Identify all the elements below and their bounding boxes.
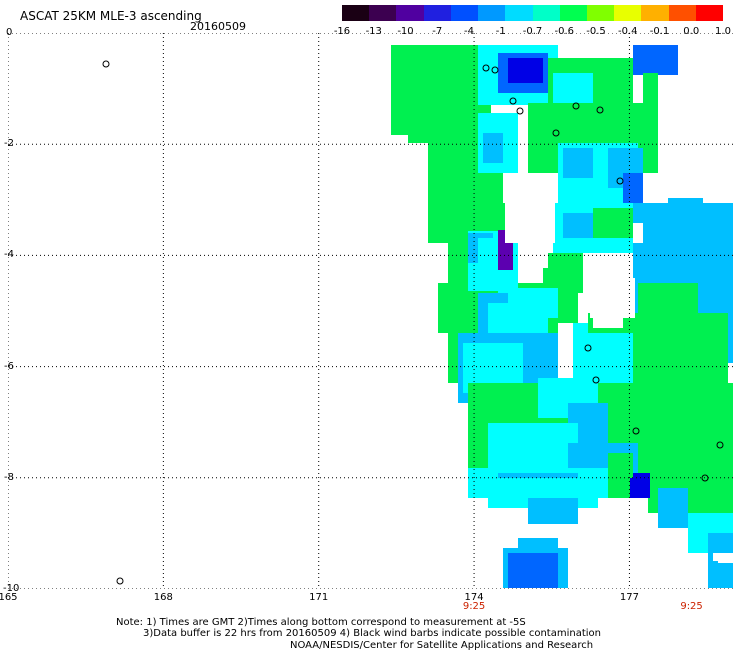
wind-cell xyxy=(668,198,703,278)
island-outline xyxy=(701,474,709,482)
colorbar-swatch xyxy=(532,5,560,21)
island-outline xyxy=(584,344,592,352)
latitude-label: -2 xyxy=(4,138,14,150)
island-outline xyxy=(716,441,724,449)
note-line-3: NOAA/NESDIS/Center for Satellite Applica… xyxy=(290,640,594,651)
wind-cell xyxy=(608,453,633,478)
latitude-label: -4 xyxy=(4,249,14,261)
wind-cell xyxy=(518,538,558,553)
colorbar-swatch xyxy=(695,5,724,21)
wind-cell xyxy=(563,213,593,238)
colorbar-label: -7 xyxy=(432,26,443,37)
latitude-label: -8 xyxy=(4,471,14,483)
colorbar-label: -10 xyxy=(397,26,414,37)
latitude-label: -6 xyxy=(4,360,14,372)
island-outline xyxy=(572,102,580,110)
island-outline xyxy=(616,177,624,185)
latitude-label: -10 xyxy=(3,583,20,594)
time-label: 9:25 xyxy=(462,601,486,612)
longitude-label: 177 xyxy=(619,592,639,603)
note-line-1: Note: 1) Times are GMT 2)Times along bot… xyxy=(116,617,526,628)
longitude-label: 168 xyxy=(153,592,173,603)
wind-cell xyxy=(488,423,578,473)
island-outline xyxy=(509,97,517,105)
colorbar-swatch xyxy=(423,5,451,21)
colorbar-label: -0.7 xyxy=(522,26,543,37)
colorbar-swatch xyxy=(614,5,642,21)
colorbar-label: -1 xyxy=(495,26,506,37)
colorbar-label: -13 xyxy=(365,26,382,37)
colorbar-swatch xyxy=(586,5,615,21)
wind-cell xyxy=(528,508,578,524)
colorbar-swatch xyxy=(641,5,669,21)
wind-cell xyxy=(658,488,688,528)
latitude-label: 0 xyxy=(6,27,13,38)
wind-cell xyxy=(508,58,543,83)
colorbar-label: 0.0 xyxy=(683,26,700,37)
data-gap xyxy=(505,203,555,243)
island-outline xyxy=(491,66,499,74)
island-outline xyxy=(632,427,640,435)
wind-cell xyxy=(633,45,678,75)
wind-cell xyxy=(563,148,593,178)
colorbar-swatch xyxy=(396,5,424,21)
colorbar-label: -0.5 xyxy=(586,26,606,37)
colorbar-swatch xyxy=(478,5,506,21)
data-gap xyxy=(713,553,733,561)
colorbar-label: -0.1 xyxy=(649,26,670,37)
map-date: 20160509 xyxy=(190,20,246,33)
colorbar-label: -0.4 xyxy=(617,26,638,37)
map-title: ASCAT 25KM MLE-3 ascending xyxy=(20,9,202,23)
colorbar-swatch xyxy=(505,5,533,21)
colorbar-label: -4 xyxy=(464,26,474,37)
data-gap xyxy=(593,298,623,328)
wind-cell xyxy=(630,473,650,498)
colorbar-swatch xyxy=(342,5,370,21)
island-outline xyxy=(596,106,604,114)
island-outline xyxy=(116,577,124,585)
island-outline xyxy=(482,64,490,72)
time-label: 9:25 xyxy=(680,601,703,612)
colorbar-labels: -16 -13 -10 -7 -4 -1 -0.7 -0.6 -0.5 -0.4 -0.1 0.0 1.… xyxy=(330,26,731,38)
note-line-2: 3)Data buffer is 22 hrs from 20160509 4)… xyxy=(143,628,601,639)
colorbar-swatch xyxy=(450,5,479,21)
wind-cell xyxy=(508,553,558,588)
island-outline xyxy=(516,107,524,115)
colorbar-label: -0.6 xyxy=(554,26,575,37)
longitude-label: 165 xyxy=(0,592,18,603)
island-outline xyxy=(102,60,110,68)
colorbar-swatch xyxy=(668,5,696,21)
wind-cell xyxy=(483,133,503,163)
wind-map xyxy=(8,33,733,589)
grid-lines xyxy=(8,33,733,589)
wind-cell xyxy=(478,238,496,278)
colorbar-label: -16 xyxy=(333,26,351,37)
colorbar-label: 1.0 xyxy=(715,26,731,37)
island-outline xyxy=(592,376,600,384)
island-outline xyxy=(552,129,560,137)
colorbar-swatch xyxy=(559,5,587,21)
colorbar xyxy=(342,5,724,21)
wind-cell xyxy=(593,208,638,238)
data-gap xyxy=(633,223,643,243)
longitude-label: 174 xyxy=(464,592,484,603)
longitude-label: 171 xyxy=(309,592,329,603)
colorbar-swatch xyxy=(369,5,397,21)
